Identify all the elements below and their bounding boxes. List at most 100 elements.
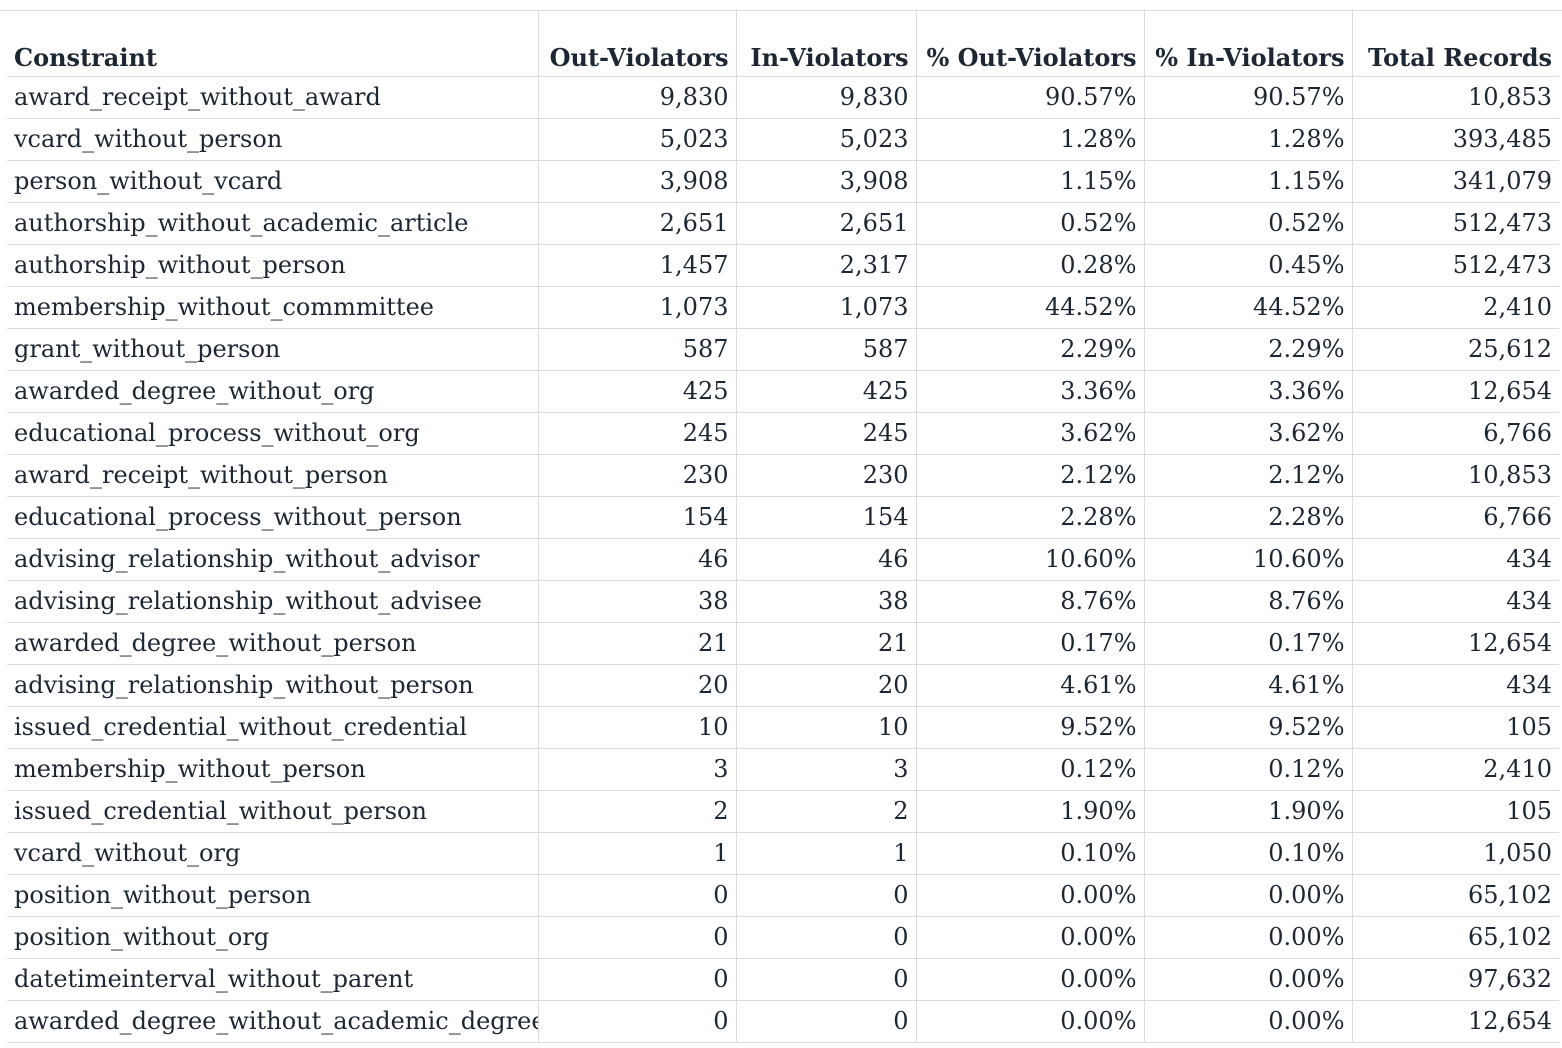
header-out-violators[interactable]: Out-Violators <box>537 10 736 77</box>
constraint-cell[interactable]: advising_relationship_without_person <box>7 664 538 707</box>
in-violators-cell[interactable]: 38 <box>735 580 916 623</box>
constraint-cell[interactable]: issued_credential_without_credential <box>7 706 538 749</box>
constraint-cell[interactable]: award_receipt_without_award <box>7 76 538 119</box>
total-records-cell[interactable]: 434 <box>1351 580 1559 623</box>
out-violators-cell[interactable]: 0 <box>537 1000 736 1043</box>
pct-out-violators-cell[interactable]: 2.12% <box>915 454 1144 497</box>
in-violators-cell[interactable]: 21 <box>735 622 916 665</box>
pct-out-violators-cell[interactable]: 2.28% <box>915 496 1144 539</box>
total-records-cell[interactable]: 12,654 <box>1351 622 1559 665</box>
total-records-cell[interactable]: 2,410 <box>1351 286 1559 329</box>
pct-in-violators-cell[interactable]: 0.52% <box>1143 202 1352 245</box>
constraint-cell[interactable]: awarded_degree_without_academic_degree <box>7 1000 538 1043</box>
out-violators-cell[interactable]: 245 <box>537 412 736 455</box>
constraint-cell[interactable]: awarded_degree_without_person <box>7 622 538 665</box>
pct-in-violators-cell[interactable]: 2.12% <box>1143 454 1352 497</box>
out-violators-cell[interactable]: 5,023 <box>537 118 736 161</box>
constraint-cell[interactable]: membership_without_commmittee <box>7 286 538 329</box>
total-records-cell[interactable]: 341,079 <box>1351 160 1559 203</box>
constraint-cell[interactable]: position_without_org <box>7 916 538 959</box>
header-total-records[interactable]: Total Records <box>1351 10 1559 77</box>
out-violators-cell[interactable]: 3,908 <box>537 160 736 203</box>
out-violators-cell[interactable]: 1 <box>537 832 736 875</box>
in-violators-cell[interactable]: 2,651 <box>735 202 916 245</box>
total-records-cell[interactable]: 10,853 <box>1351 454 1559 497</box>
out-violators-cell[interactable]: 230 <box>537 454 736 497</box>
constraint-cell[interactable]: membership_without_person <box>7 748 538 791</box>
pct-in-violators-cell[interactable]: 0.12% <box>1143 748 1352 791</box>
total-records-cell[interactable]: 434 <box>1351 664 1559 707</box>
total-records-cell[interactable]: 12,654 <box>1351 1000 1559 1043</box>
pct-out-violators-cell[interactable]: 2.29% <box>915 328 1144 371</box>
out-violators-cell[interactable]: 154 <box>537 496 736 539</box>
in-violators-cell[interactable]: 1 <box>735 832 916 875</box>
in-violators-cell[interactable]: 9,830 <box>735 76 916 119</box>
constraint-cell[interactable]: datetimeinterval_without_parent <box>7 958 538 1001</box>
out-violators-cell[interactable]: 1,457 <box>537 244 736 287</box>
pct-out-violators-cell[interactable]: 8.76% <box>915 580 1144 623</box>
constraint-cell[interactable]: grant_without_person <box>7 328 538 371</box>
pct-in-violators-cell[interactable]: 9.52% <box>1143 706 1352 749</box>
in-violators-cell[interactable]: 587 <box>735 328 916 371</box>
constraint-cell[interactable]: vcard_without_org <box>7 832 538 875</box>
constraint-cell[interactable]: person_without_vcard <box>7 160 538 203</box>
in-violators-cell[interactable]: 3 <box>735 748 916 791</box>
constraint-cell[interactable]: educational_process_without_org <box>7 412 538 455</box>
out-violators-cell[interactable]: 2 <box>537 790 736 833</box>
pct-out-violators-cell[interactable]: 0.52% <box>915 202 1144 245</box>
pct-in-violators-cell[interactable]: 3.36% <box>1143 370 1352 413</box>
pct-out-violators-cell[interactable]: 1.15% <box>915 160 1144 203</box>
out-violators-cell[interactable]: 38 <box>537 580 736 623</box>
total-records-cell[interactable]: 1,050 <box>1351 832 1559 875</box>
pct-out-violators-cell[interactable]: 3.36% <box>915 370 1144 413</box>
constraint-cell[interactable]: advising_relationship_without_advisor <box>7 538 538 581</box>
in-violators-cell[interactable]: 0 <box>735 958 916 1001</box>
pct-in-violators-cell[interactable]: 44.52% <box>1143 286 1352 329</box>
constraint-cell[interactable]: vcard_without_person <box>7 118 538 161</box>
total-records-cell[interactable]: 6,766 <box>1351 412 1559 455</box>
out-violators-cell[interactable]: 20 <box>537 664 736 707</box>
pct-out-violators-cell[interactable]: 0.00% <box>915 1000 1144 1043</box>
in-violators-cell[interactable]: 1,073 <box>735 286 916 329</box>
total-records-cell[interactable]: 6,766 <box>1351 496 1559 539</box>
in-violators-cell[interactable]: 2 <box>735 790 916 833</box>
pct-out-violators-cell[interactable]: 0.12% <box>915 748 1144 791</box>
total-records-cell[interactable]: 2,410 <box>1351 748 1559 791</box>
constraint-cell[interactable]: authorship_without_academic_article <box>7 202 538 245</box>
pct-out-violators-cell[interactable]: 10.60% <box>915 538 1144 581</box>
constraint-cell[interactable]: educational_process_without_person <box>7 496 538 539</box>
pct-in-violators-cell[interactable]: 2.29% <box>1143 328 1352 371</box>
header-pct-in-violators[interactable]: % In-Violators <box>1143 10 1352 77</box>
constraint-cell[interactable]: awarded_degree_without_org <box>7 370 538 413</box>
in-violators-cell[interactable]: 20 <box>735 664 916 707</box>
total-records-cell[interactable]: 512,473 <box>1351 244 1559 287</box>
out-violators-cell[interactable]: 0 <box>537 874 736 917</box>
out-violators-cell[interactable]: 46 <box>537 538 736 581</box>
pct-out-violators-cell[interactable]: 0.00% <box>915 916 1144 959</box>
out-violators-cell[interactable]: 587 <box>537 328 736 371</box>
in-violators-cell[interactable]: 3,908 <box>735 160 916 203</box>
pct-out-violators-cell[interactable]: 3.62% <box>915 412 1144 455</box>
total-records-cell[interactable]: 105 <box>1351 706 1559 749</box>
pct-in-violators-cell[interactable]: 0.00% <box>1143 1000 1352 1043</box>
in-violators-cell[interactable]: 0 <box>735 1000 916 1043</box>
pct-in-violators-cell[interactable]: 8.76% <box>1143 580 1352 623</box>
pct-in-violators-cell[interactable]: 2.28% <box>1143 496 1352 539</box>
out-violators-cell[interactable]: 0 <box>537 958 736 1001</box>
pct-in-violators-cell[interactable]: 1.90% <box>1143 790 1352 833</box>
pct-in-violators-cell[interactable]: 90.57% <box>1143 76 1352 119</box>
out-violators-cell[interactable]: 425 <box>537 370 736 413</box>
pct-in-violators-cell[interactable]: 0.10% <box>1143 832 1352 875</box>
in-violators-cell[interactable]: 46 <box>735 538 916 581</box>
total-records-cell[interactable]: 105 <box>1351 790 1559 833</box>
pct-in-violators-cell[interactable]: 4.61% <box>1143 664 1352 707</box>
constraint-cell[interactable]: authorship_without_person <box>7 244 538 287</box>
header-pct-out-violators[interactable]: % Out-Violators <box>915 10 1144 77</box>
constraint-cell[interactable]: advising_relationship_without_advisee <box>7 580 538 623</box>
total-records-cell[interactable]: 10,853 <box>1351 76 1559 119</box>
constraint-cell[interactable]: award_receipt_without_person <box>7 454 538 497</box>
pct-in-violators-cell[interactable]: 0.00% <box>1143 874 1352 917</box>
pct-in-violators-cell[interactable]: 10.60% <box>1143 538 1352 581</box>
pct-in-violators-cell[interactable]: 1.28% <box>1143 118 1352 161</box>
constraint-cell[interactable]: position_without_person <box>7 874 538 917</box>
